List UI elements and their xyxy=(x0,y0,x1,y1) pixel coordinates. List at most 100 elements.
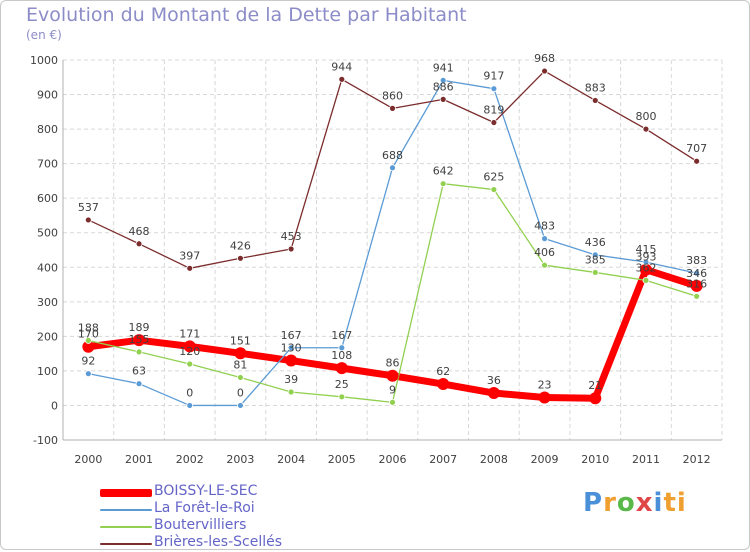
data-point xyxy=(541,67,548,75)
data-point xyxy=(639,263,652,276)
data-point xyxy=(133,334,146,347)
data-point xyxy=(487,387,500,400)
logo-letter: ti xyxy=(663,488,687,518)
x-tick-label: 2000 xyxy=(74,453,102,466)
data-label: 415 xyxy=(635,243,656,256)
data-label: 483 xyxy=(534,220,555,233)
data-point xyxy=(338,75,346,83)
data-label: 346 xyxy=(686,267,707,280)
data-label: 0 xyxy=(237,386,244,399)
data-label: 21 xyxy=(588,379,602,392)
data-label: 62 xyxy=(436,365,450,378)
data-point xyxy=(338,344,346,352)
data-label: 188 xyxy=(78,322,99,335)
data-label: 39 xyxy=(284,373,298,386)
data-point xyxy=(693,157,701,165)
logo-letter: x xyxy=(635,488,654,518)
x-tick-label: 2008 xyxy=(480,453,508,466)
x-tick-label: 2012 xyxy=(683,453,711,466)
data-label: 170 xyxy=(78,328,99,341)
data-point xyxy=(642,276,650,284)
x-tick-label: 2005 xyxy=(328,453,356,466)
data-point xyxy=(386,369,399,382)
data-point xyxy=(541,235,548,243)
data-point xyxy=(389,164,396,172)
y-tick-label: 200 xyxy=(37,330,58,343)
data-point xyxy=(186,402,194,409)
data-point xyxy=(84,337,92,344)
logo-letter: i xyxy=(653,488,664,518)
chart-title: Evolution du Montant de la Dette par Hab… xyxy=(26,4,467,26)
data-point xyxy=(490,186,498,193)
data-point xyxy=(287,388,295,396)
data-point xyxy=(693,292,701,300)
data-label: 151 xyxy=(230,334,251,347)
data-label: 120 xyxy=(179,345,200,358)
data-label: 819 xyxy=(483,104,504,117)
data-label: 860 xyxy=(382,89,403,102)
x-tick-label: 2007 xyxy=(429,453,457,466)
data-point xyxy=(135,348,143,356)
x-tick-label: 2003 xyxy=(226,453,254,466)
x-tick-label: 2010 xyxy=(581,453,609,466)
data-point xyxy=(338,393,346,401)
data-point xyxy=(439,180,447,188)
data-label: 36 xyxy=(487,374,501,387)
data-label: 426 xyxy=(230,239,251,252)
data-point xyxy=(490,119,498,126)
x-tick-label: 2001 xyxy=(125,453,153,466)
data-point xyxy=(135,240,143,248)
data-label: 707 xyxy=(686,142,707,155)
y-tick-label: 300 xyxy=(37,296,58,309)
data-label: 453 xyxy=(281,230,302,243)
chart-unit: (en €) xyxy=(26,28,62,42)
data-label: 383 xyxy=(686,254,707,267)
data-point xyxy=(389,104,396,112)
y-tick-label: 800 xyxy=(37,123,58,136)
logo-letter: o xyxy=(616,488,636,518)
data-point xyxy=(541,261,548,269)
data-label: 108 xyxy=(331,349,352,362)
data-label: 968 xyxy=(534,52,555,65)
data-point xyxy=(591,269,599,276)
y-tick-label: 500 xyxy=(37,227,58,240)
y-tick-label: 700 xyxy=(37,158,58,171)
y-tick-label: 900 xyxy=(37,89,58,102)
data-point xyxy=(591,97,599,104)
data-point xyxy=(186,360,194,368)
data-point xyxy=(439,95,447,103)
legend-swatch xyxy=(100,526,152,528)
data-label: 92 xyxy=(81,355,95,368)
data-label: 362 xyxy=(635,261,656,274)
data-point xyxy=(589,392,602,405)
data-point xyxy=(437,378,450,391)
data-label: 23 xyxy=(538,379,552,392)
data-label: 81 xyxy=(233,358,247,371)
data-point xyxy=(287,245,295,253)
data-label: 883 xyxy=(585,81,606,94)
data-point xyxy=(84,370,92,378)
y-tick-label: 1000 xyxy=(30,54,58,67)
data-label: 941 xyxy=(433,61,454,74)
data-label: 688 xyxy=(382,149,403,162)
data-point xyxy=(490,85,498,93)
data-point xyxy=(287,344,295,352)
legend-swatch xyxy=(100,509,152,511)
data-label: 167 xyxy=(331,329,352,342)
data-label: 625 xyxy=(483,171,504,184)
data-label: 9 xyxy=(389,383,396,396)
y-tick-label: -100 xyxy=(33,434,58,447)
data-point xyxy=(183,340,196,353)
data-point xyxy=(591,251,599,259)
data-label: 86 xyxy=(386,357,400,370)
data-label: 171 xyxy=(179,327,200,340)
legend-label: La Forêt-le-Roi xyxy=(154,500,255,516)
legend-swatch xyxy=(100,489,152,497)
proxiti-logo: Proxiti xyxy=(583,488,687,518)
data-point xyxy=(82,340,95,353)
logo-letter: P xyxy=(583,488,604,518)
y-tick-label: 600 xyxy=(37,192,58,205)
data-label: 393 xyxy=(635,251,656,264)
legend-label: Boutervilliers xyxy=(154,517,247,533)
data-label: 468 xyxy=(129,225,150,238)
